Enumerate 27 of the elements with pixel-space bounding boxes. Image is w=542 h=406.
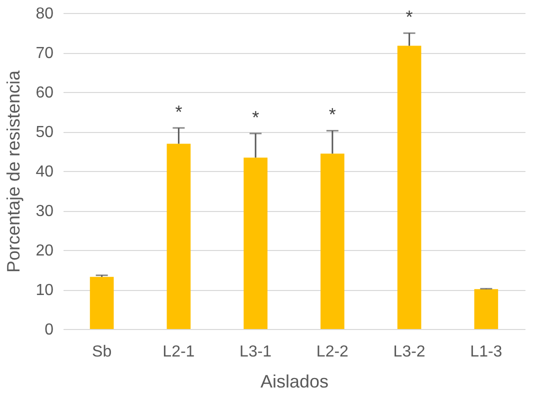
bar [320, 154, 344, 329]
annotation: * [252, 107, 260, 128]
y-tick-label: 40 [36, 164, 54, 180]
x-tick-label: Sb [92, 344, 112, 360]
y-axis-title: Porcentaje de resistencia [4, 69, 24, 273]
y-tick-label: 10 [36, 282, 54, 299]
y-tick-label: 0 [44, 322, 54, 338]
bar [397, 46, 422, 329]
x-tick-label: L2-2 [316, 344, 349, 360]
bar [474, 289, 498, 329]
x-tick-label: L2-1 [162, 344, 195, 360]
bar [90, 276, 114, 329]
annotation: * [328, 104, 336, 125]
y-tick-label: 80 [36, 6, 54, 22]
y-tick-label: 20 [36, 242, 54, 260]
x-tick-label: L3-2 [393, 344, 426, 360]
bar [244, 158, 268, 329]
y-tick-label: 30 [36, 203, 54, 220]
x-axis-title: Aislados [260, 372, 329, 392]
y-tick-label: 70 [36, 45, 54, 62]
y-tick-label: 50 [36, 124, 54, 141]
y-tick-label: 60 [36, 84, 54, 102]
x-tick-label: L3-1 [240, 344, 272, 360]
annotation: * [406, 7, 413, 28]
x-tick-label: L1-3 [470, 344, 502, 360]
bar [166, 144, 191, 329]
annotation: * [175, 102, 182, 122]
